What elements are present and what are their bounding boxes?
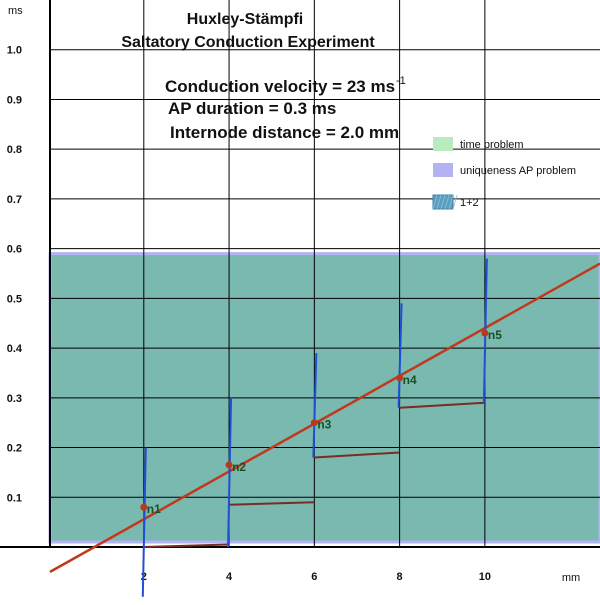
ap-spike bbox=[227, 397, 233, 548]
x-tick-label: 6 bbox=[311, 571, 317, 583]
legend-swatch bbox=[433, 137, 453, 151]
legend-swatch-hatch bbox=[448, 194, 454, 210]
y-tick-label: 1.0 bbox=[7, 45, 22, 57]
internode-segment bbox=[314, 451, 400, 459]
y-tick-label: 0.5 bbox=[7, 293, 22, 305]
legend-label: 1+2 bbox=[460, 197, 479, 209]
legend-label: uniqueness AP problem bbox=[460, 165, 576, 177]
internode-segment bbox=[399, 401, 485, 409]
node-point bbox=[310, 419, 318, 427]
x-tick-label: 4 bbox=[226, 571, 233, 583]
node-label: n5 bbox=[488, 328, 502, 342]
legend-swatch-hatch bbox=[432, 194, 438, 210]
annotation-velocity-superscript: -1 bbox=[396, 75, 406, 87]
ap-spike bbox=[397, 303, 403, 408]
node-point bbox=[225, 461, 233, 469]
node-point bbox=[396, 374, 404, 382]
conduction-line bbox=[49, 262, 600, 573]
y-tick-label: 0.3 bbox=[7, 393, 22, 405]
x-axis-label: mm bbox=[562, 572, 580, 584]
y-tick-label: 0.4 bbox=[7, 343, 23, 355]
legend-swatch-hatch bbox=[452, 194, 458, 210]
node-point bbox=[481, 329, 489, 337]
legend-swatch bbox=[433, 163, 453, 177]
y-tick-label: 0.7 bbox=[7, 194, 22, 206]
node-label: n2 bbox=[232, 460, 246, 474]
y-tick-label: 0.1 bbox=[7, 492, 22, 504]
annotation-ap-duration: AP duration = 0.3 ms bbox=[168, 99, 336, 118]
legend-swatch-hatch bbox=[436, 194, 442, 210]
node-point bbox=[140, 503, 148, 511]
y-tick-label: 0.8 bbox=[7, 144, 22, 156]
internode-segment bbox=[143, 543, 230, 548]
y-tick-label: 0.9 bbox=[7, 94, 22, 106]
x-tick-label: 10 bbox=[479, 571, 491, 583]
legend-label: time problem bbox=[460, 139, 524, 151]
y-axis-label: ms bbox=[8, 5, 23, 17]
y-tick-label: 0.6 bbox=[7, 244, 22, 256]
legend-swatch-hatch bbox=[440, 194, 446, 210]
annotation-internode: Internode distance = 2.0 mm bbox=[170, 123, 399, 142]
annotation-velocity: Conduction velocity = 23 ms bbox=[165, 77, 395, 96]
y-tick-label: 0.2 bbox=[7, 443, 22, 455]
ap-spike bbox=[312, 353, 318, 458]
ap-spike bbox=[141, 447, 147, 597]
chart-subtitle: Saltatory Conduction Experiment bbox=[121, 34, 375, 51]
node-label: n3 bbox=[317, 418, 331, 432]
x-tick-label: 8 bbox=[397, 571, 403, 583]
node-label: n1 bbox=[147, 502, 161, 516]
node-label: n4 bbox=[403, 373, 417, 387]
internode-segment bbox=[229, 501, 315, 506]
legend-swatch-hatch bbox=[444, 194, 450, 210]
chart-title: Huxley-Stämpfi bbox=[187, 11, 303, 28]
